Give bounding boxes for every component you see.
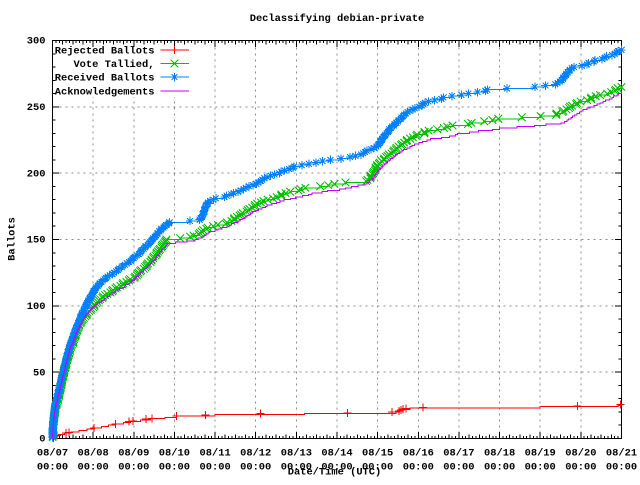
svg-text:08/09: 08/09: [118, 448, 149, 460]
svg-text:08/08: 08/08: [78, 448, 109, 460]
svg-text:08/19: 08/19: [525, 448, 556, 460]
svg-text:08/12: 08/12: [240, 448, 271, 460]
svg-text:300: 300: [27, 36, 46, 48]
svg-text:08/20: 08/20: [565, 448, 596, 460]
svg-text:200: 200: [27, 168, 46, 180]
svg-text:00:00: 00:00: [200, 462, 231, 474]
svg-text:00:00: 00:00: [443, 462, 474, 474]
svg-text:150: 150: [27, 235, 46, 247]
svg-text:08/18: 08/18: [484, 448, 515, 460]
svg-text:Date/Time (UTC): Date/Time (UTC): [288, 467, 382, 479]
svg-text:08/15: 08/15: [362, 448, 393, 460]
svg-text:50: 50: [33, 367, 45, 379]
svg-text:08/11: 08/11: [200, 448, 231, 460]
svg-text:Rejected Ballots: Rejected Ballots: [55, 46, 155, 58]
svg-text:00:00: 00:00: [321, 462, 352, 474]
svg-text:Declassifying debian-private: Declassifying debian-private: [250, 13, 425, 25]
svg-text:08/14: 08/14: [321, 448, 352, 460]
svg-text:08/10: 08/10: [159, 448, 190, 460]
svg-text:0: 0: [39, 434, 45, 446]
svg-text:100: 100: [27, 301, 46, 313]
svg-text:00:00: 00:00: [78, 462, 109, 474]
svg-text:00:00: 00:00: [281, 462, 312, 474]
svg-text:00:00: 00:00: [484, 462, 515, 474]
svg-text:00:00: 00:00: [565, 462, 596, 474]
svg-text:Received Ballots: Received Ballots: [55, 73, 155, 85]
svg-text:Acknowledgements: Acknowledgements: [55, 86, 155, 98]
svg-text:00:00: 00:00: [159, 462, 190, 474]
svg-text:00:00: 00:00: [362, 462, 393, 474]
svg-text:Vote Tallied,: Vote Tallied,: [73, 59, 154, 71]
svg-text:00:00: 00:00: [37, 462, 68, 474]
svg-text:08/07: 08/07: [37, 448, 68, 460]
svg-text:00:00: 00:00: [403, 462, 434, 474]
svg-text:08/17: 08/17: [443, 448, 474, 460]
svg-text:250: 250: [27, 102, 46, 114]
svg-text:08/16: 08/16: [403, 448, 434, 460]
svg-text:00:00: 00:00: [118, 462, 149, 474]
svg-text:08/21: 08/21: [606, 448, 637, 460]
svg-text:Ballots: Ballots: [7, 217, 19, 261]
svg-text:00:00: 00:00: [606, 462, 637, 474]
svg-text:08/13: 08/13: [281, 448, 312, 460]
svg-text:00:00: 00:00: [525, 462, 556, 474]
svg-text:00:00: 00:00: [240, 462, 271, 474]
